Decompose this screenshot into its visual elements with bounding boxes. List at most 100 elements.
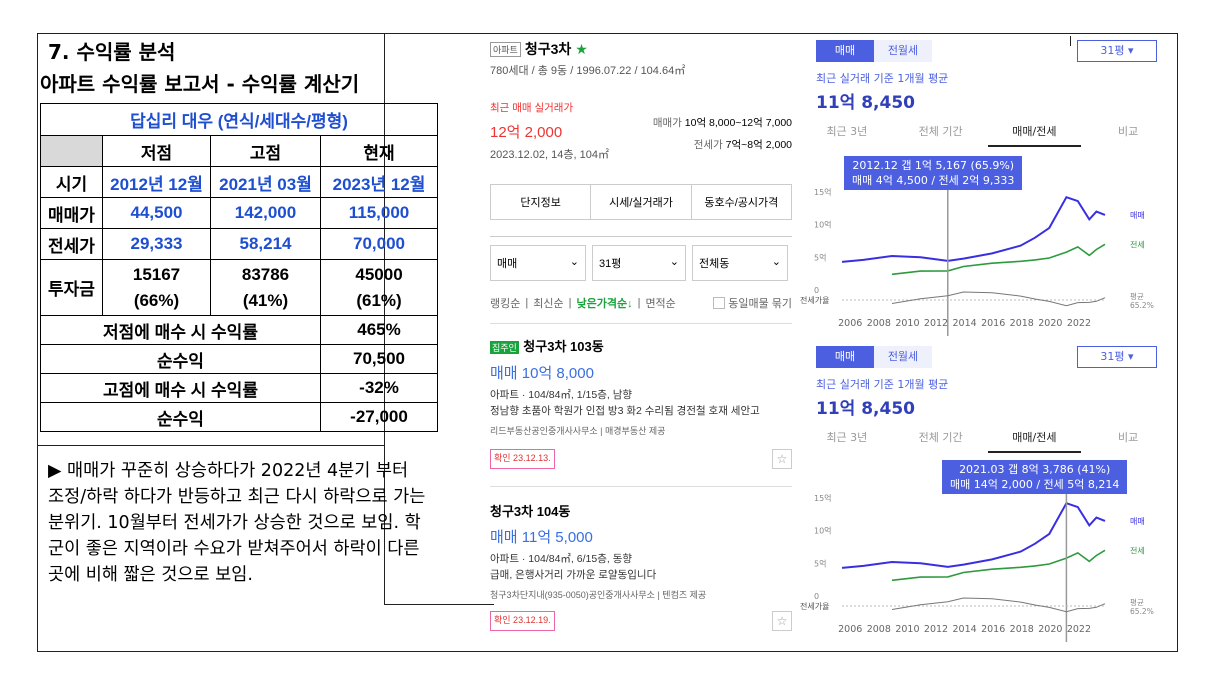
- series-line-jeonse: [891, 243, 1106, 276]
- y-tick-label: 5억: [814, 252, 826, 262]
- x-tick-label: 2016: [981, 318, 1005, 329]
- item-title: 청구3차 104동: [490, 504, 571, 519]
- col-header: 고점: [210, 135, 321, 167]
- tab-all[interactable]: 전체 기간: [918, 431, 963, 444]
- item-agent: 청구3차단지내(935-0050)공인중개사사무소 | 텐컴즈 제공: [490, 590, 707, 600]
- tab-compare[interactable]: 비교: [1118, 125, 1139, 138]
- toggle-rent[interactable]: 전월세: [874, 346, 932, 368]
- listing-item[interactable]: 청구3차 104동 매매 11억 5,000 아파트 · 104/84㎡, 6/…: [490, 501, 792, 631]
- cell: 2023년 12월: [319, 166, 439, 198]
- x-tick-label: 2012: [924, 318, 948, 329]
- deal-toggle: 매매 전월세: [816, 40, 932, 62]
- series-line-sale: [841, 501, 1106, 569]
- bookmark-icon[interactable]: ☆: [772, 611, 792, 631]
- toggle-sale[interactable]: 매매: [816, 346, 874, 368]
- sort-area[interactable]: 면적순: [645, 298, 676, 310]
- avg-value: 11억 8,450: [816, 93, 915, 113]
- price-button[interactable]: 시세/실거래가: [591, 185, 692, 219]
- toggle-sale[interactable]: 매매: [816, 40, 874, 62]
- tab-all[interactable]: 전체 기간: [918, 125, 963, 138]
- recent-label: 최근 매매 실거래가: [490, 102, 574, 114]
- summary-label: 저점에 매수 시 수익률: [40, 315, 321, 345]
- cell: 15167 (66%): [102, 259, 211, 316]
- x-tick-label: 2020: [1038, 624, 1062, 635]
- cell: 70,000: [319, 228, 439, 260]
- cell: 142,000: [210, 197, 321, 229]
- col-header: 현재: [319, 135, 439, 167]
- summary-label: 순수익: [40, 344, 321, 374]
- sort-ranking[interactable]: 랭킹순: [490, 298, 521, 310]
- sale-range: 10억 8,000~12억 7,000: [684, 117, 792, 129]
- y-tick-label: 10억: [814, 220, 832, 230]
- tab-sale-jeonse[interactable]: 매매/전세: [987, 425, 1082, 453]
- apartment-tag: 아파트: [490, 41, 521, 57]
- size-select[interactable]: 31평 ⌄: [592, 245, 686, 281]
- chart-tabs: 최근 3년 전체 기간 매매/전세 비교: [800, 425, 1175, 453]
- series-label: 매매: [1130, 517, 1145, 526]
- complex-info: 780세대 / 총 9동 / 1996.07.22 / 104.64㎡: [490, 65, 686, 77]
- x-tick-label: 2010: [895, 318, 919, 329]
- ratio-avg-label: 평균: [1130, 291, 1144, 301]
- avg-label: 최근 실거래 기준 1개월 평균: [816, 378, 949, 391]
- tab-3y[interactable]: 최근 3년: [826, 125, 868, 138]
- x-tick-label: 2018: [1010, 624, 1034, 635]
- x-tick-label: 2020: [1038, 318, 1062, 329]
- price-chart-panel: 매매 전월세 31평 ▾ 최근 실거래 기준 1개월 평균 11억 8,450 …: [800, 346, 1175, 651]
- x-tick-label: 2006: [838, 318, 862, 329]
- divider-line: [1070, 36, 1071, 46]
- tab-sale-jeonse[interactable]: 매매/전세: [987, 119, 1082, 147]
- jeonse-range: 7억~8억 2,000: [725, 139, 792, 151]
- confirm-date: 확인 23.12.13.: [490, 449, 555, 469]
- y-tick-label: 15억: [814, 493, 832, 503]
- checkbox[interactable]: [713, 297, 726, 309]
- tab-compare[interactable]: 비교: [1118, 431, 1139, 444]
- price-chart-panel: 매매 전월세 31평 ▾ 최근 실거래 기준 1개월 평균 11억 8,450 …: [800, 40, 1175, 345]
- item-spec: 아파트 · 104/84㎡, 6/15층, 동향: [490, 553, 633, 565]
- price-chart: 0 5억 10억 15억 2006 2008 2010 2012 2014 2016 2018 202…: [800, 464, 1154, 642]
- y-tick-label: 0: [814, 592, 819, 601]
- row-label: 전세가: [40, 228, 103, 260]
- ratio-avg-value: 65.2%: [1130, 301, 1154, 310]
- unit-price-button[interactable]: 동호수/공시가격: [704, 197, 779, 209]
- chevron-down-icon: ⌄: [669, 256, 679, 268]
- slide-frame: [37, 33, 1178, 652]
- listing-item[interactable]: 집주인 청구3차 103동 매매 10억 8,000 아파트 · 104/84㎡…: [490, 336, 792, 486]
- cell: 115,000: [319, 197, 439, 229]
- y-tick-label: 0: [814, 286, 819, 295]
- summary-value: -32%: [319, 373, 439, 403]
- star-icon[interactable]: ★: [575, 40, 588, 57]
- recent-price: 12억 2,000: [490, 124, 563, 141]
- sort-latest[interactable]: 최신순: [533, 298, 564, 310]
- complex-title: 청구3차: [524, 41, 572, 57]
- y-tick-label: 5억: [814, 558, 826, 568]
- ratio-line: [891, 597, 1106, 613]
- series-line-sale: [841, 195, 1106, 263]
- info-buttons: 단지정보 시세/실거래가 동호수/공시가격: [490, 184, 792, 220]
- deal-type-select[interactable]: 매매 ⌄: [490, 245, 586, 281]
- complex-info-button[interactable]: 단지정보: [491, 185, 592, 219]
- size-dropdown[interactable]: 31평 ▾: [1077, 40, 1157, 62]
- item-desc: 급매, 은행사거리 가까운 로얄동입니다: [490, 569, 657, 581]
- summary-label: 고점에 매수 시 수익률: [40, 373, 321, 403]
- cell: 44,500: [102, 197, 211, 229]
- y-tick-label: 10억: [814, 526, 832, 536]
- x-tick-label: 2014: [952, 318, 976, 329]
- x-tick-label: 2008: [867, 624, 891, 635]
- ratio-line: [891, 291, 1106, 307]
- row-label: 투자금: [40, 259, 103, 316]
- same-listing-toggle[interactable]: 동일매물 묶기: [713, 295, 792, 311]
- caret-down-icon: ▾: [1128, 350, 1134, 363]
- item-price: 매매 11억 5,000: [490, 529, 593, 546]
- cell: 29,333: [102, 228, 211, 260]
- chart-tooltip: 2012.12 갭 1억 5,167 (65.9%) 매매 4억 4,500 / …: [844, 156, 1023, 190]
- cell: 2012년 12월: [102, 166, 211, 198]
- col-header: 저점: [102, 135, 211, 167]
- sort-low-price[interactable]: 낮은가격순↓: [576, 298, 633, 310]
- size-dropdown[interactable]: 31평 ▾: [1077, 346, 1157, 368]
- tab-3y[interactable]: 최근 3년: [826, 431, 868, 444]
- building-select[interactable]: 전체동 ⌄: [692, 245, 788, 281]
- chevron-down-icon: ⌄: [569, 256, 579, 268]
- item-spec: 아파트 · 104/84㎡, 1/15층, 남향: [490, 389, 633, 401]
- toggle-rent[interactable]: 전월세: [874, 40, 932, 62]
- bookmark-icon[interactable]: ☆: [772, 449, 792, 469]
